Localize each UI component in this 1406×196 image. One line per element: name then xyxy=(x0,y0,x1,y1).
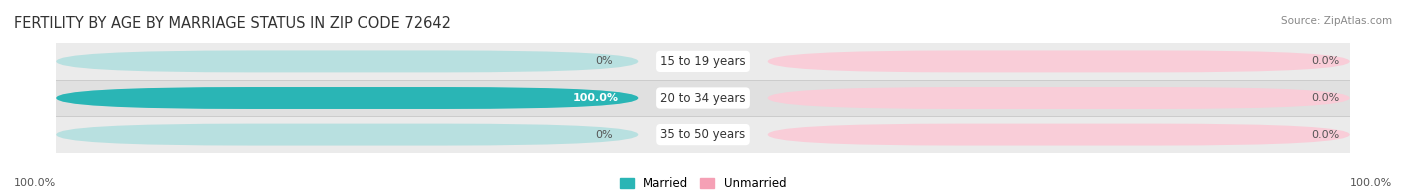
Text: FERTILITY BY AGE BY MARRIAGE STATUS IN ZIP CODE 72642: FERTILITY BY AGE BY MARRIAGE STATUS IN Z… xyxy=(14,16,451,31)
Bar xyxy=(56,80,1350,116)
Bar xyxy=(56,116,1350,153)
Text: 0%: 0% xyxy=(595,56,613,66)
FancyBboxPatch shape xyxy=(768,50,1350,72)
FancyBboxPatch shape xyxy=(56,124,638,146)
FancyBboxPatch shape xyxy=(768,124,1350,146)
Text: 0%: 0% xyxy=(595,130,613,140)
Legend: Married, Unmarried: Married, Unmarried xyxy=(620,177,786,190)
Text: 0.0%: 0.0% xyxy=(1310,93,1339,103)
Text: Source: ZipAtlas.com: Source: ZipAtlas.com xyxy=(1281,16,1392,26)
FancyBboxPatch shape xyxy=(768,87,1350,109)
FancyBboxPatch shape xyxy=(56,50,638,72)
FancyBboxPatch shape xyxy=(56,87,638,109)
Text: 0.0%: 0.0% xyxy=(1310,56,1339,66)
Text: 35 to 50 years: 35 to 50 years xyxy=(661,128,745,141)
Text: 100.0%: 100.0% xyxy=(572,93,619,103)
Bar xyxy=(56,43,1350,80)
Text: 100.0%: 100.0% xyxy=(14,178,56,188)
FancyBboxPatch shape xyxy=(56,87,638,109)
Text: 20 to 34 years: 20 to 34 years xyxy=(661,92,745,104)
Text: 15 to 19 years: 15 to 19 years xyxy=(661,55,745,68)
Text: 100.0%: 100.0% xyxy=(1350,178,1392,188)
Text: 0.0%: 0.0% xyxy=(1310,130,1339,140)
